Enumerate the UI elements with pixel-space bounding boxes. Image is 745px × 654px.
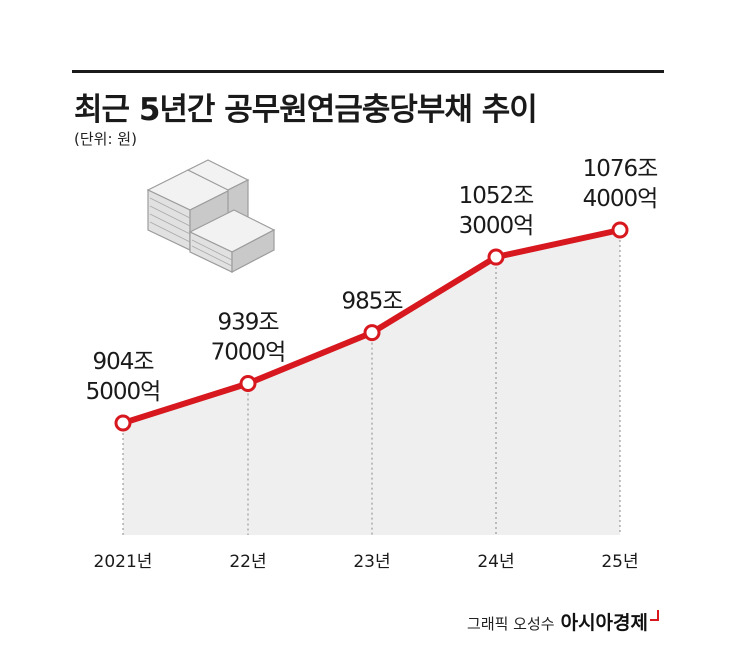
data-label: 5000억 [86,379,161,405]
brand-mark-icon [650,610,659,621]
title-rule [72,70,664,73]
unit-label: (단위: 원) [74,130,137,148]
data-point [114,414,132,432]
credit-line: 그래픽 오성수 아시아경제 [467,608,659,635]
x-tick-label: 24년 [477,552,514,572]
data-point [487,248,505,266]
data-point [239,374,257,392]
data-point [611,221,629,239]
x-tick-label: 2021년 [94,552,153,572]
data-label: 1076조 [583,156,658,182]
data-label: 3000억 [459,213,534,239]
data-label: 939조 [217,309,278,335]
chart-title: 최근 5년간 공무원연금충당부채 추이 [74,92,538,128]
data-label: 4000억 [583,186,658,212]
data-label: 985조 [341,289,402,315]
credit-author: 그래픽 오성수 [467,615,555,633]
money-stack-icon [146,159,276,273]
data-label: 7000억 [211,339,286,365]
data-label: 904조 [92,349,153,375]
brand-logo: 아시아경제 [560,612,648,634]
data-label: 1052조 [459,183,534,209]
x-tick-label: 23년 [353,552,390,572]
x-tick-label: 22년 [229,552,266,572]
data-point [363,324,381,342]
x-tick-label: 25년 [601,552,638,572]
